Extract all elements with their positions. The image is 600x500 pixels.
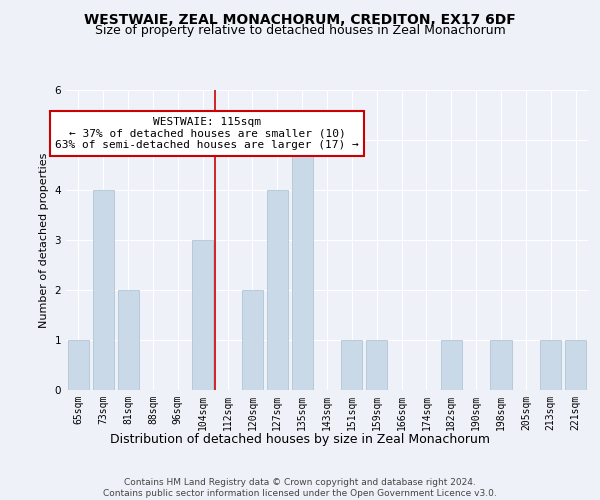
Bar: [192, 240, 213, 390]
Text: WESTWAIE: 115sqm
← 37% of detached houses are smaller (10)
63% of semi-detached : WESTWAIE: 115sqm ← 37% of detached house…: [55, 117, 359, 150]
Bar: [565, 340, 586, 390]
Bar: [93, 190, 114, 390]
Bar: [366, 340, 387, 390]
Bar: [341, 340, 362, 390]
Bar: [441, 340, 462, 390]
Bar: [490, 340, 512, 390]
Bar: [68, 340, 89, 390]
Bar: [118, 290, 139, 390]
Y-axis label: Number of detached properties: Number of detached properties: [39, 152, 49, 328]
Text: Distribution of detached houses by size in Zeal Monachorum: Distribution of detached houses by size …: [110, 432, 490, 446]
Text: WESTWAIE, ZEAL MONACHORUM, CREDITON, EX17 6DF: WESTWAIE, ZEAL MONACHORUM, CREDITON, EX1…: [84, 12, 516, 26]
Bar: [540, 340, 561, 390]
Bar: [242, 290, 263, 390]
Text: Size of property relative to detached houses in Zeal Monachorum: Size of property relative to detached ho…: [95, 24, 505, 37]
Bar: [292, 140, 313, 390]
Bar: [267, 190, 288, 390]
Text: Contains HM Land Registry data © Crown copyright and database right 2024.
Contai: Contains HM Land Registry data © Crown c…: [103, 478, 497, 498]
